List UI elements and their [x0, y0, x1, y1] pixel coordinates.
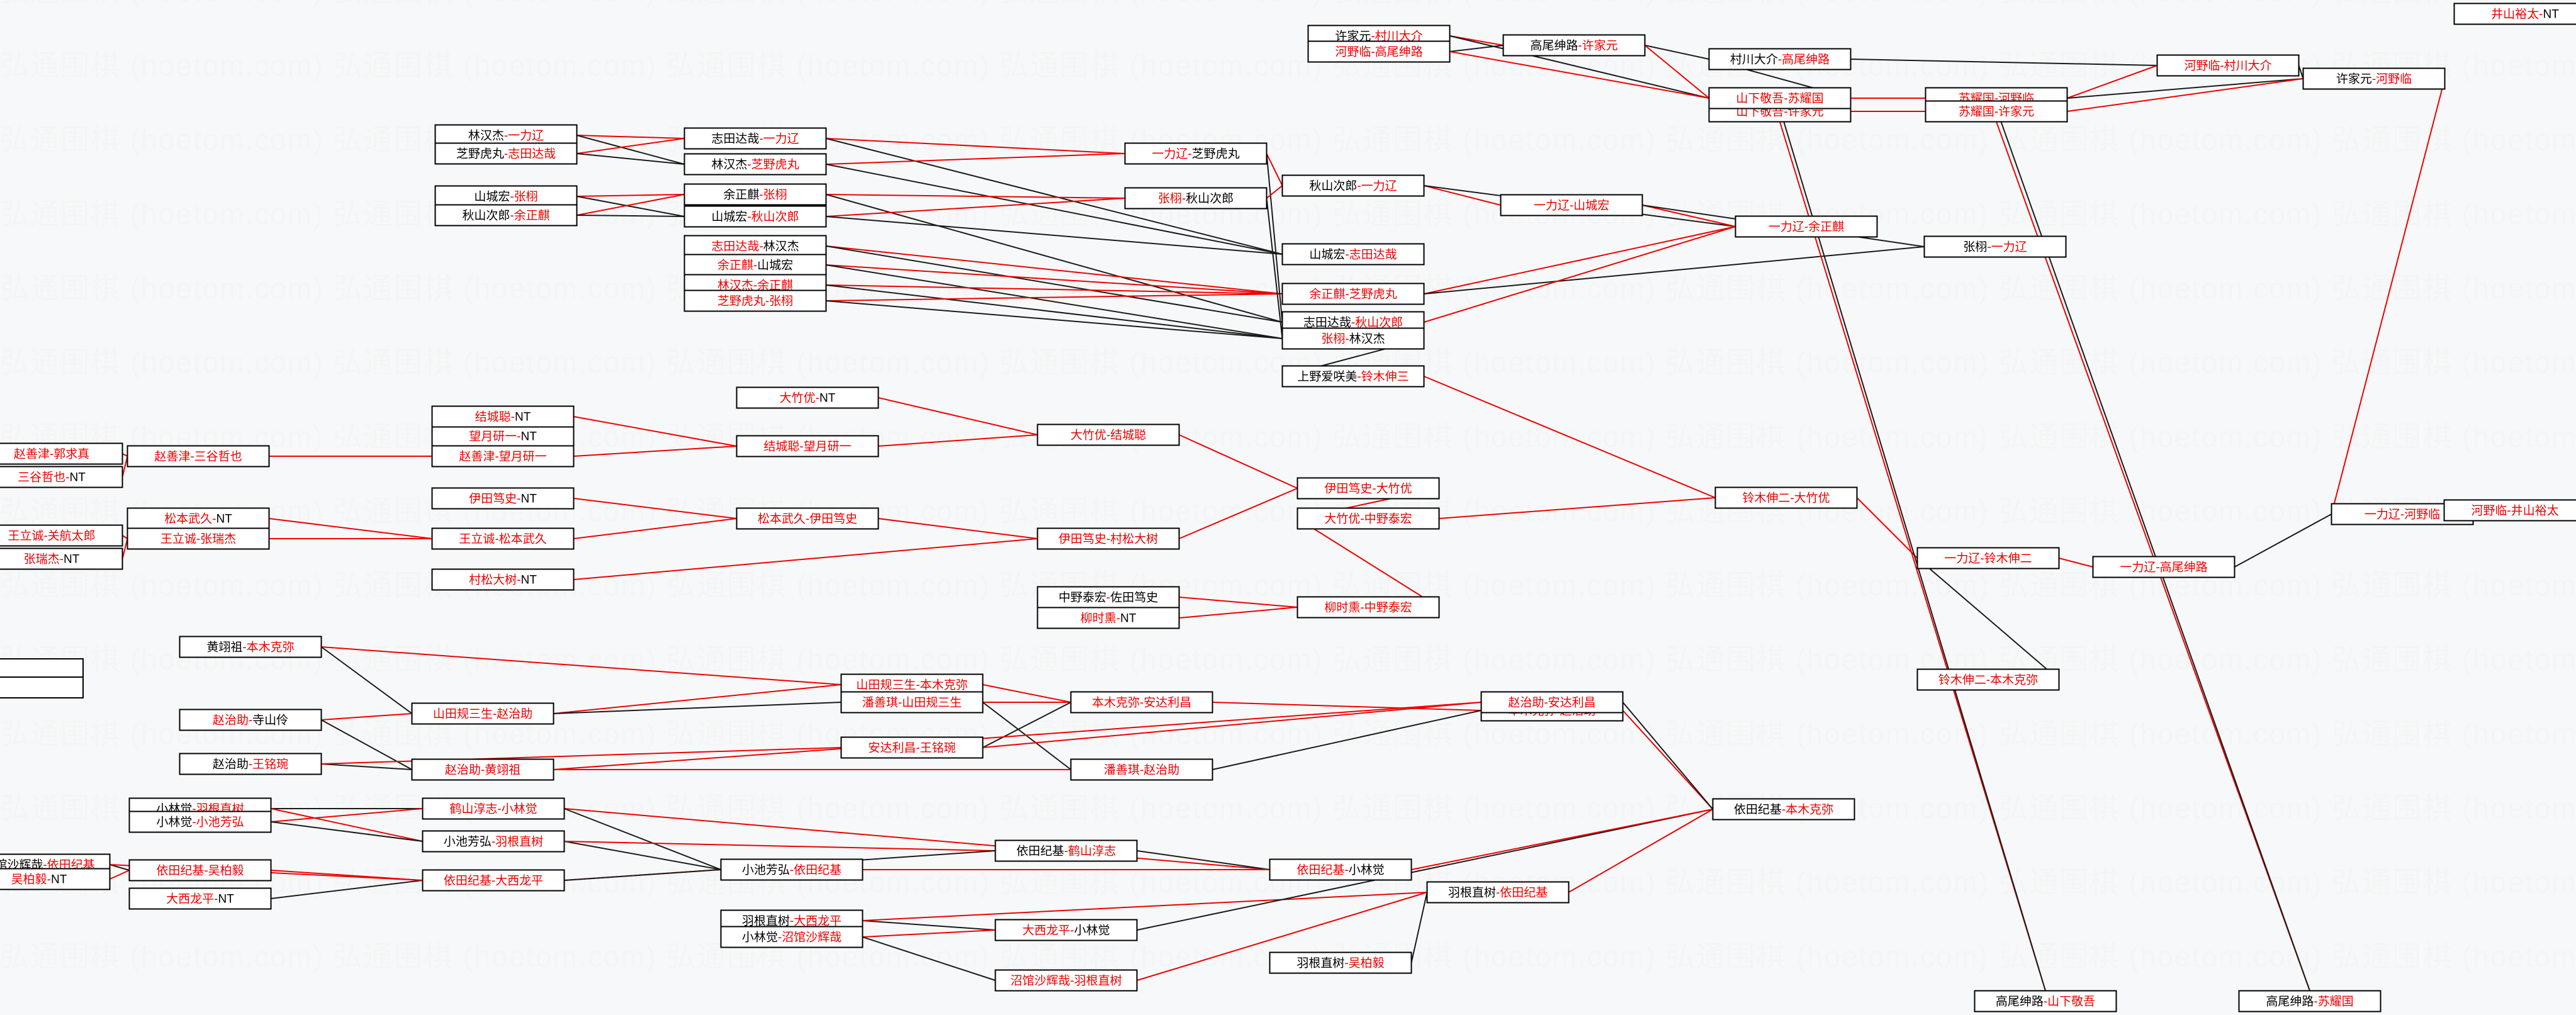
svg-text:伊田笃史-NT: 伊田笃史-NT [469, 492, 537, 506]
svg-text:河野临-高尾绅路: 河野临-高尾绅路 [1335, 45, 1422, 59]
svg-text:三谷哲也-NT: 三谷哲也-NT [18, 471, 86, 485]
svg-text:大竹优-中野泰宏: 大竹优-中野泰宏 [1324, 512, 1412, 526]
svg-text:林汉杰-芝野虎丸: 林汉杰-芝野虎丸 [711, 158, 799, 172]
svg-text:赵治助-寺山伶: 赵治助-寺山伶 [213, 714, 288, 727]
svg-text:高尾绅路-山下敬吾: 高尾绅路-山下敬吾 [1996, 995, 2095, 1009]
svg-text:大西龙平-小林觉: 大西龙平-小林觉 [1022, 924, 1110, 938]
svg-text:志田达哉-一力辽: 志田达哉-一力辽 [711, 132, 799, 146]
svg-text:赵治助-王铭琬: 赵治助-王铭琬 [213, 758, 288, 771]
svg-text:大竹优-NT: 大竹优-NT [780, 391, 836, 405]
svg-text:山城宏-张栩: 山城宏-张栩 [474, 190, 537, 204]
svg-text:余正麒-张栩: 余正麒-张栩 [723, 188, 787, 202]
svg-text:王立诚-松本武久: 王立诚-松本武久 [459, 532, 546, 546]
svg-text:张栩-一力辽: 张栩-一力辽 [1963, 240, 2027, 254]
svg-text:依田纪基-本木克弥: 依田纪基-本木克弥 [1734, 803, 1833, 817]
svg-text:余正麒-山城宏: 余正麒-山城宏 [717, 259, 793, 272]
svg-text:伊田笃史-村松大树: 伊田笃史-村松大树 [1059, 532, 1158, 546]
svg-text:河野临-村川大介: 河野临-村川大介 [2184, 59, 2271, 73]
svg-text:伊田笃史-大竹优: 伊田笃史-大竹优 [1324, 482, 1412, 496]
svg-text:依田纪基-鹤山淳志: 依田纪基-鹤山淳志 [1016, 844, 1116, 858]
svg-text:依田纪基-小林觉: 依田纪基-小林觉 [1296, 863, 1384, 877]
svg-text:潘善琪-赵治助: 潘善琪-赵治助 [1104, 763, 1179, 777]
svg-text:芝野虎丸-张栩: 芝野虎丸-张栩 [717, 294, 793, 308]
svg-text:小林觉-小池芳弘: 小林觉-小池芳弘 [156, 816, 244, 829]
svg-text:苏耀国-许家元: 苏耀国-许家元 [1959, 105, 2034, 119]
svg-text:河野临-井山裕太: 河野临-井山裕太 [2471, 504, 2558, 518]
svg-text:赵善津-三谷哲也: 赵善津-三谷哲也 [154, 450, 242, 464]
svg-text:许家元-河野临: 许家元-河野临 [2336, 72, 2412, 86]
svg-text:羽根直树-大西龙平: 羽根直树-大西龙平 [742, 914, 841, 928]
svg-text:秋山次郎-余正麒: 秋山次郎-余正麒 [462, 209, 549, 223]
svg-text:望月研一-NT: 望月研一-NT [469, 430, 537, 444]
svg-text:林汉杰-一力辽: 林汉杰-一力辽 [468, 129, 544, 143]
svg-text:张栩-林汉杰: 张栩-林汉杰 [1321, 332, 1385, 346]
svg-text:柳时熏-NT: 柳时熏-NT [1081, 612, 1137, 625]
svg-text:铃木伸二-本木克弥: 铃木伸二-本木克弥 [1938, 673, 2038, 687]
svg-text:安达利昌-王铭琬: 安达利昌-王铭琬 [868, 741, 955, 755]
svg-text:王立诚-关航太郎: 王立诚-关航太郎 [8, 529, 95, 543]
svg-text:山田规三生-赵治助: 山田规三生-赵治助 [433, 707, 532, 721]
svg-text:志田达哉-秋山次郎: 志田达哉-秋山次郎 [1303, 316, 1403, 330]
svg-text:沼馆沙辉哉-羽根直树: 沼馆沙辉哉-羽根直树 [1010, 974, 1122, 988]
svg-text:张瑞杰-NT: 张瑞杰-NT [24, 552, 80, 566]
svg-text:志田达哉-林汉杰: 志田达哉-林汉杰 [711, 240, 799, 254]
svg-text:高尾绅路-许家元: 高尾绅路-许家元 [1530, 39, 1617, 53]
svg-text:赵善津-郭求真: 赵善津-郭求真 [14, 447, 89, 461]
svg-text:芝野虎丸-志田达哉: 芝野虎丸-志田达哉 [456, 147, 556, 161]
svg-text:余正麒-芝野虎丸: 余正麒-芝野虎丸 [1309, 288, 1397, 301]
svg-text:松本武久-伊田笃史: 松本武久-伊田笃史 [758, 512, 857, 526]
svg-text:鹤山淳志-小林觉: 鹤山淳志-小林觉 [449, 802, 537, 816]
svg-text:铃木伸二-大竹优: 铃木伸二-大竹优 [1742, 491, 1830, 505]
svg-text:吴柏毅-NT: 吴柏毅-NT [11, 873, 67, 887]
svg-text:高尾绅路-苏耀国: 高尾绅路-苏耀国 [2266, 995, 2353, 1009]
svg-text:依田纪基-大西龙平: 依田纪基-大西龙平 [444, 874, 543, 888]
svg-text:一力辽-山城宏: 一力辽-山城宏 [1534, 199, 1609, 213]
svg-text:村川大介-高尾绅路: 村川大介-高尾绅路 [1730, 53, 1830, 67]
svg-text:小池芳弘-羽根直树: 小池芳弘-羽根直树 [444, 835, 543, 849]
svg-text:结城聪-望月研一: 结城聪-望月研一 [763, 440, 851, 454]
svg-text:村松大树-NT: 村松大树-NT [469, 573, 537, 587]
svg-text:大西龙平-NT: 大西龙平-NT [166, 892, 234, 906]
svg-text:赵善津-望月研一: 赵善津-望月研一 [459, 450, 546, 464]
svg-text:小池芳弘-依田纪基: 小池芳弘-依田纪基 [742, 863, 841, 877]
svg-text:小林觉-沼馆沙辉哉: 小林觉-沼馆沙辉哉 [742, 931, 841, 945]
svg-text:山城宏-志田达哉: 山城宏-志田达哉 [1309, 248, 1397, 262]
svg-text:一力辽-余正麒: 一力辽-余正麒 [1769, 220, 1844, 234]
svg-text:山下敬吾-苏耀国: 山下敬吾-苏耀国 [1736, 92, 1823, 106]
svg-text:羽根直树-依田纪基: 羽根直树-依田纪基 [1448, 886, 1548, 900]
svg-text:赵治助-黄翊祖: 赵治助-黄翊祖 [445, 763, 520, 777]
svg-text:山田规三生-本木克弥: 山田规三生-本木克弥 [856, 678, 967, 692]
svg-text:秋山次郎-一力辽: 秋山次郎-一力辽 [1309, 179, 1397, 193]
svg-text:山城宏-秋山次郎: 山城宏-秋山次郎 [711, 210, 799, 224]
svg-text:潘善琪-山田规三生: 潘善琪-山田规三生 [862, 696, 962, 710]
svg-text:一力辽-高尾绅路: 一力辽-高尾绅路 [2120, 561, 2207, 575]
svg-text:一力辽-河野临: 一力辽-河野临 [2365, 508, 2440, 522]
svg-text:柳时熏-中野泰宏: 柳时熏-中野泰宏 [1324, 601, 1412, 615]
svg-text:中野泰宏-佐田笃史: 中野泰宏-佐田笃史 [1059, 591, 1158, 605]
svg-text:依田纪基-吴柏毅: 依田纪基-吴柏毅 [156, 864, 244, 878]
svg-text:羽根直树-吴柏毅: 羽根直树-吴柏毅 [1296, 956, 1384, 970]
svg-text:大竹优-结城聪: 大竹优-结城聪 [1071, 429, 1146, 442]
svg-text:赵治助-安达利昌: 赵治助-安达利昌 [1508, 696, 1595, 710]
svg-text:黄翊祖-本木克弥: 黄翊祖-本木克弥 [206, 641, 294, 654]
svg-text:王立诚-张瑞杰: 王立诚-张瑞杰 [160, 532, 236, 546]
svg-text:本木克弥-安达利昌: 本木克弥-安达利昌 [1092, 696, 1191, 710]
svg-text:一力辽-芝野虎丸: 一力辽-芝野虎丸 [1152, 147, 1239, 161]
svg-text:结城聪-NT: 结城聪-NT [475, 410, 531, 424]
svg-text:井山裕太-NT: 井山裕太-NT [2491, 8, 2559, 21]
svg-text:松本武久-NT: 松本武久-NT [164, 512, 232, 526]
svg-text:上野爱咲美-铃木伸三: 上野爱咲美-铃木伸三 [1297, 370, 1409, 384]
svg-text:一力辽-铃木伸二: 一力辽-铃木伸二 [1944, 552, 2032, 566]
svg-text:张栩-秋山次郎: 张栩-秋山次郎 [1158, 192, 1234, 206]
